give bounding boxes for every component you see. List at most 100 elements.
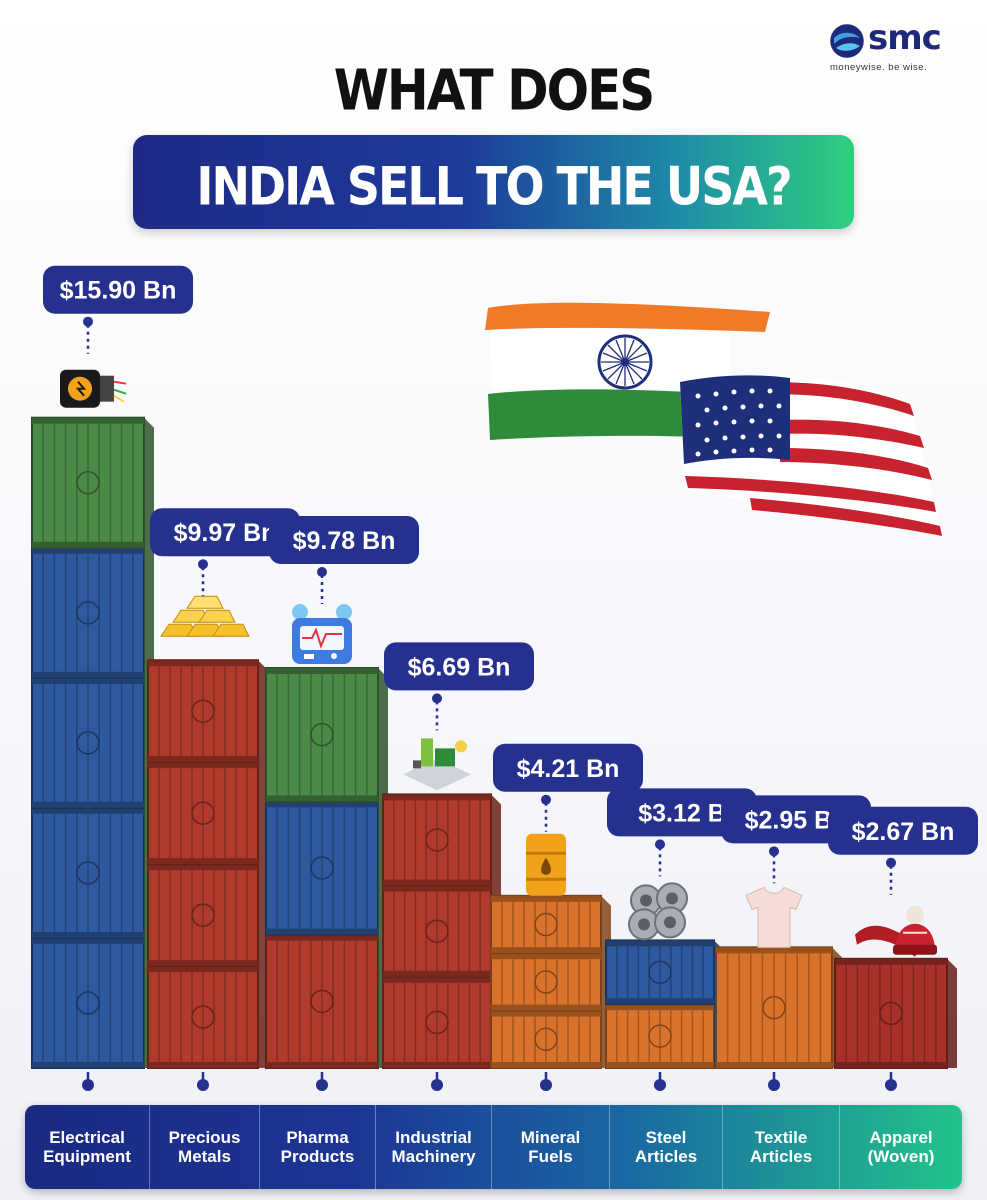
india-usa-flags	[485, 302, 942, 536]
value-pill: $4.21 Bn	[493, 743, 643, 792]
leader-dot	[769, 846, 779, 857]
category-label-line: Electrical	[49, 1128, 125, 1147]
value-label: $15.90 Bn	[60, 277, 177, 305]
smc-logo: smc moneywise. be wise.	[830, 18, 975, 74]
shipping-container	[265, 933, 379, 1070]
category-label-line: Products	[280, 1147, 355, 1166]
axis-dot	[82, 1079, 94, 1091]
machinery-icon	[403, 738, 471, 791]
shipping-container	[715, 946, 833, 1069]
medical-monitor-icon	[292, 603, 352, 664]
value-pill: $6.69 Bn	[384, 642, 534, 691]
axis-dot	[885, 1079, 897, 1091]
steel-coils-icon	[628, 882, 688, 941]
shipping-container	[382, 884, 492, 978]
shipping-container	[31, 416, 145, 549]
category-label-line: Metals	[178, 1147, 231, 1166]
category-label: Textile Articles	[723, 1105, 840, 1189]
value-label: $3.12 B	[638, 799, 726, 827]
axis-dot	[316, 1079, 328, 1091]
shipping-container	[31, 676, 145, 809]
value-pill: $9.78 Bn	[269, 515, 419, 564]
bar-6: $3.12 B	[605, 788, 757, 1091]
category-label-line: Equipment	[43, 1147, 131, 1166]
shipping-container	[147, 965, 259, 1070]
shipping-container	[147, 863, 259, 968]
bar-2: $9.97 Bn	[147, 508, 300, 1091]
category-label-line: Apparel	[869, 1128, 933, 1147]
value-pill: $3.12 B	[607, 788, 757, 837]
brand-name: smc	[868, 18, 942, 58]
headline-line-2: INDIA SELL TO THE USA?	[196, 155, 792, 218]
shipping-container	[490, 952, 602, 1012]
category-label-line: Articles	[634, 1147, 698, 1166]
leader-dot	[541, 794, 551, 805]
axis-dot	[431, 1079, 443, 1091]
category-label: Steel Articles	[610, 1105, 723, 1189]
bar-5: $4.21 Bn	[490, 743, 643, 1091]
shipping-container	[31, 546, 145, 679]
category-label: Industrial Machinery	[376, 1105, 492, 1189]
shipping-container	[490, 894, 602, 955]
oil-barrel-icon	[526, 833, 566, 896]
category-label-line: Precious	[168, 1128, 241, 1147]
shipping-container	[31, 806, 145, 939]
value-pill: $2.67 Bn	[828, 806, 978, 855]
leader-dot	[432, 693, 442, 704]
category-label-line: Mineral	[520, 1128, 581, 1147]
category-label: Precious Metals	[150, 1105, 260, 1189]
headline-banner: INDIA SELL TO THE USA?	[133, 135, 854, 229]
axis-dot	[540, 1079, 552, 1091]
category-label-line: Articles	[749, 1147, 813, 1166]
bar-4: $6.69 Bn	[382, 642, 534, 1091]
leader-dot	[198, 559, 208, 570]
category-label-line: (Woven)	[867, 1147, 935, 1166]
category-label-line: Machinery	[391, 1147, 476, 1166]
shipping-container	[382, 793, 492, 887]
category-label: Pharma Products	[260, 1105, 376, 1189]
category-label: Electrical Equipment	[25, 1105, 150, 1189]
leader-dot	[886, 857, 896, 868]
shipping-container	[31, 936, 145, 1069]
category-label-line: Industrial	[395, 1128, 472, 1147]
leader-dot	[317, 566, 327, 577]
shipping-container	[605, 1003, 715, 1069]
axis-dot	[654, 1079, 666, 1091]
bar-1: $15.90 Bn	[31, 265, 193, 1091]
value-label: $9.78 Bn	[293, 527, 396, 555]
shipping-container	[147, 761, 259, 866]
bar-8: $2.67 Bn	[828, 806, 978, 1091]
shipping-container	[265, 666, 379, 803]
bar-3: $9.78 Bn	[265, 515, 419, 1091]
leader-dot	[655, 839, 665, 850]
shipping-container	[265, 800, 379, 936]
axis-dot	[197, 1079, 209, 1091]
value-label: $9.97 Bn	[174, 519, 277, 547]
value-label: $2.67 Bn	[852, 818, 955, 846]
ashoka-chakra-icon	[597, 334, 653, 390]
axis-dot	[768, 1079, 780, 1091]
electrical-cable-icon	[60, 369, 127, 408]
globe-logo-icon	[830, 24, 864, 58]
shipping-container	[147, 659, 259, 764]
leader-dot	[83, 316, 93, 327]
category-label: Apparel (Woven)	[840, 1105, 962, 1189]
category-label-line: Pharma	[286, 1128, 349, 1147]
usa-flag	[680, 374, 942, 536]
shipping-container	[490, 1009, 602, 1069]
shipping-container	[382, 975, 492, 1070]
category-label-line: Steel	[645, 1128, 687, 1147]
gold-bars-icon	[160, 595, 250, 637]
category-label-line: Textile	[754, 1128, 808, 1147]
brand-tagline: moneywise. be wise.	[830, 62, 928, 73]
category-label-line: Fuels	[528, 1147, 573, 1166]
shipping-container	[834, 957, 948, 1069]
value-pill: $15.90 Bn	[43, 265, 193, 314]
t-shirt-icon	[745, 886, 803, 948]
value-pill: $9.97 Bn	[150, 508, 300, 557]
shipping-container	[605, 939, 715, 1006]
value-label: $4.21 Bn	[517, 755, 620, 783]
category-axis-band: Electrical Equipment Precious Metals Pharma P…	[25, 1105, 962, 1189]
woolen-hat-scarf-icon	[855, 905, 937, 957]
